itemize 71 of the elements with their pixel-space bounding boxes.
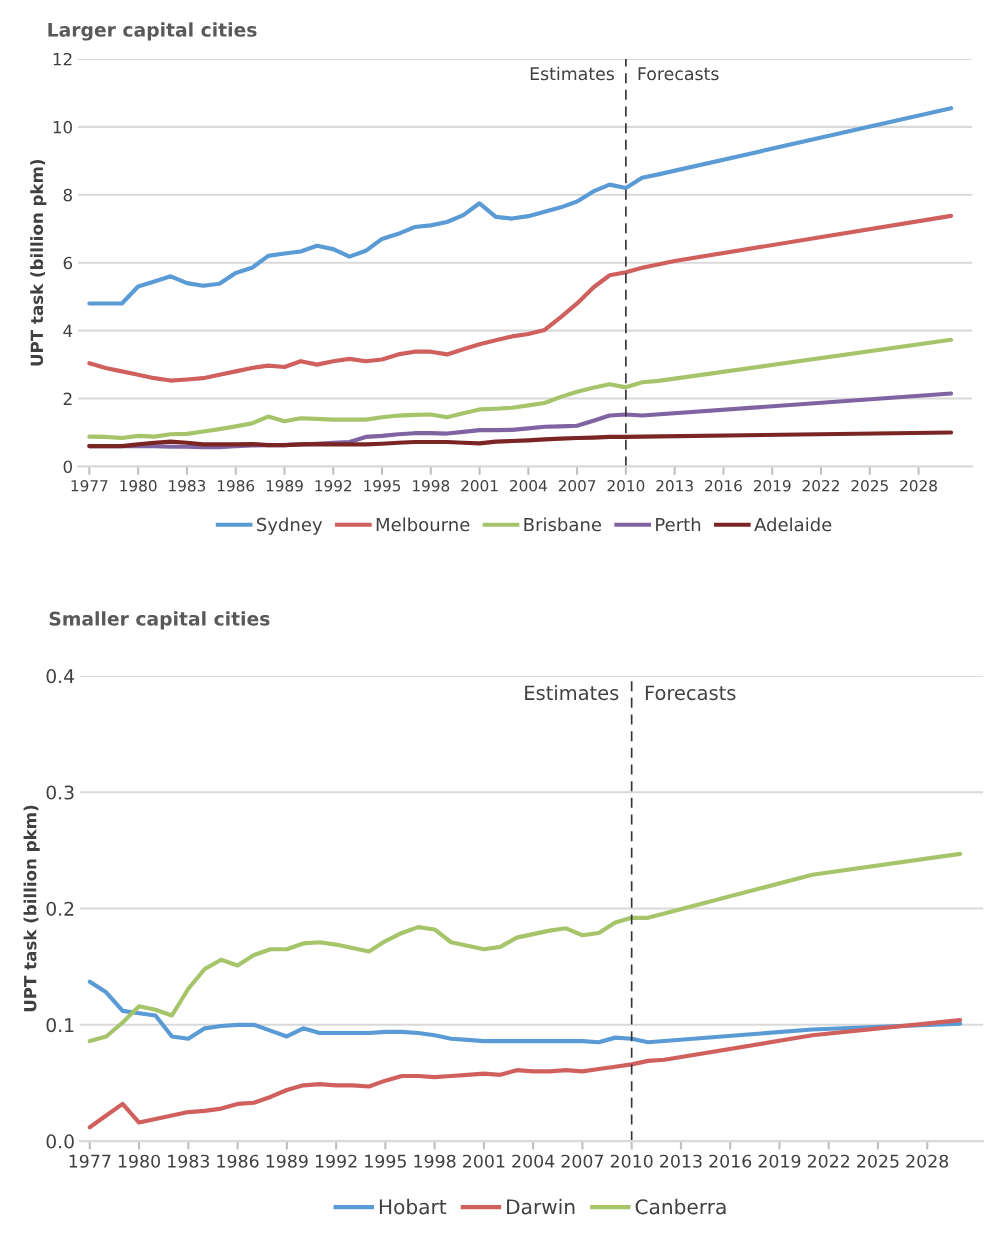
legend-label: Darwin (507, 1198, 575, 1215)
legend-label: Brisbane (524, 517, 602, 532)
x-tick-label: 2019 (753, 479, 791, 492)
x-tick-label: 1980 (120, 479, 157, 492)
x-tick-label: 1989 (266, 1154, 308, 1168)
x-tick-label: 2025 (851, 479, 888, 492)
x-tick-label: 2028 (906, 1154, 949, 1168)
y-tick-label: 6 (63, 256, 73, 270)
x-tick-label: 1986 (217, 479, 255, 492)
x-tick-label: 1986 (217, 1154, 259, 1168)
chart-title: Larger capital cities (48, 22, 257, 41)
legend-label: Perth (656, 517, 701, 532)
line-series (87, 851, 963, 1044)
x-tick-label: 2001 (461, 479, 498, 492)
y-tick-label: 0.4 (46, 669, 75, 684)
y-tick-label: 0.0 (46, 1134, 74, 1149)
x-tick-label: 1977 (71, 479, 108, 492)
annotation: Forecasts (638, 67, 719, 81)
line-series (87, 430, 954, 449)
x-tick-label: 2004 (510, 479, 547, 492)
x-tick-label: 2025 (857, 1154, 899, 1168)
x-tick-label: 2019 (758, 1154, 801, 1168)
y-tick-label: 0.3 (46, 785, 74, 800)
y-tick-label: 0.1 (46, 1018, 74, 1033)
y-tick-label: 0.2 (46, 901, 74, 916)
legend-label: Melbourne (376, 517, 470, 532)
x-tick-label: 2022 (807, 1154, 850, 1168)
x-tick-label: 2016 (709, 1154, 752, 1168)
y-tick-label: 2 (63, 392, 72, 405)
x-tick-label: 2004 (512, 1154, 555, 1168)
line-series (87, 106, 954, 306)
legend-label: Canberra (635, 1198, 726, 1215)
annotation: Estimates (530, 66, 615, 81)
x-tick-label: 2001 (463, 1154, 505, 1168)
x-tick-label: 1977 (69, 1154, 111, 1168)
y-tick-label: 4 (63, 324, 73, 337)
legend-label: Adelaide (754, 517, 832, 532)
line-series (87, 1018, 963, 1130)
x-tick-label: 2007 (561, 1154, 604, 1168)
y-tick-label: 12 (53, 52, 72, 66)
x-tick-label: 2013 (660, 1154, 702, 1168)
line-series (87, 979, 963, 1045)
x-tick-label: 2022 (802, 479, 839, 492)
annotation: Estimates (525, 685, 619, 701)
x-tick-label: 1980 (118, 1154, 160, 1168)
x-tick-label: 1998 (413, 479, 450, 492)
y-tick-label: 0 (63, 460, 73, 474)
x-tick-label: 1983 (169, 479, 206, 492)
x-tick-label: 2028 (900, 479, 937, 492)
line-series (87, 337, 954, 441)
y-tick-label: 8 (63, 188, 72, 202)
annotation: Forecasts (645, 685, 736, 701)
x-tick-label: 1998 (414, 1154, 456, 1168)
legend-label: Hobart (379, 1198, 447, 1215)
x-tick-label: 2010 (610, 1154, 653, 1168)
y-axis-title: UPT task (billion pkm) (23, 805, 40, 1012)
x-tick-label: 1995 (364, 479, 401, 492)
y-tick-label: 10 (53, 120, 72, 134)
chart-title: Smaller capital cities (49, 611, 270, 630)
x-tick-label: 2007 (558, 479, 596, 492)
x-tick-label: 1992 (315, 1154, 357, 1168)
x-tick-label: 2013 (656, 479, 693, 492)
y-axis-title: UPT task (billion pkm) (30, 159, 47, 366)
x-tick-label: 1992 (315, 479, 352, 492)
line-series (87, 213, 954, 383)
x-tick-label: 2010 (607, 479, 645, 492)
x-tick-label: 2016 (705, 479, 742, 492)
x-tick-label: 1983 (168, 1154, 210, 1168)
legend-label: Sydney (256, 517, 323, 535)
x-tick-label: 1989 (266, 479, 303, 492)
x-tick-label: 1995 (365, 1154, 406, 1168)
